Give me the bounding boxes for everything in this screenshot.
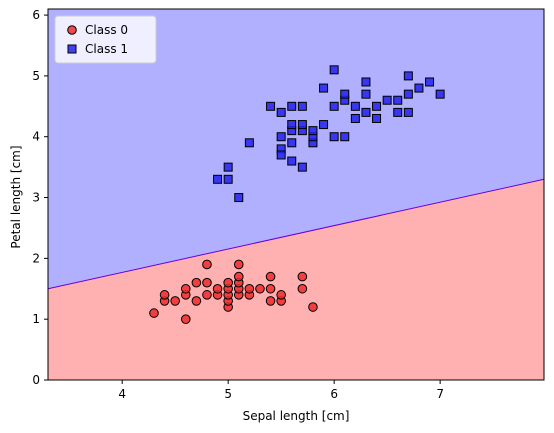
data-point-class-0 bbox=[265, 271, 276, 282]
x-tick-label: 7 bbox=[436, 387, 444, 401]
data-point-class-1 bbox=[297, 101, 307, 111]
data-point-class-1 bbox=[276, 150, 286, 160]
data-point-class-1 bbox=[329, 132, 339, 142]
x-tick-label: 6 bbox=[330, 387, 338, 401]
data-point-class-0 bbox=[223, 277, 233, 288]
data-point-class-1 bbox=[393, 107, 403, 117]
class-0-decision-region bbox=[48, 179, 544, 380]
data-point-class-0 bbox=[308, 302, 318, 312]
data-point-class-1 bbox=[425, 77, 435, 87]
data-point-class-1 bbox=[223, 174, 233, 184]
data-point-class-1 bbox=[350, 113, 360, 123]
y-tick-label: 1 bbox=[32, 312, 40, 326]
class-1-decision-region bbox=[48, 9, 544, 289]
plot-area bbox=[47, 9, 545, 380]
data-point-class-1 bbox=[361, 107, 371, 117]
series-1 bbox=[213, 65, 445, 203]
data-point-class-1 bbox=[350, 101, 360, 111]
data-point-class-1 bbox=[319, 120, 329, 130]
axes-border bbox=[47, 8, 545, 381]
data-point-class-1 bbox=[414, 83, 424, 93]
x-tick-label: 5 bbox=[224, 387, 232, 401]
y-tick-label: 6 bbox=[32, 8, 40, 22]
series-0 bbox=[149, 259, 318, 324]
data-point-class-0 bbox=[202, 277, 212, 288]
data-point-class-1 bbox=[361, 89, 371, 99]
data-point-class-1 bbox=[213, 174, 223, 184]
data-point-class-0 bbox=[255, 283, 265, 294]
data-point-class-1 bbox=[372, 101, 382, 111]
y-tick-label: 5 bbox=[32, 69, 40, 83]
data-point-class-1 bbox=[403, 89, 413, 99]
data-points bbox=[149, 65, 445, 324]
data-point-class-1 bbox=[234, 193, 244, 203]
data-point-class-1 bbox=[340, 132, 350, 142]
x-axis-ticks: 4 5 6 7 bbox=[118, 380, 444, 401]
data-point-class-0 bbox=[180, 314, 191, 324]
data-point-class-1 bbox=[372, 113, 382, 123]
data-point-class-0 bbox=[191, 296, 202, 306]
data-point-class-0 bbox=[159, 290, 170, 300]
data-point-class-0 bbox=[297, 283, 308, 294]
decision-boundary-line bbox=[47, 178, 545, 290]
y-axis-title: Petal length [cm] bbox=[9, 145, 23, 248]
legend-marker-class-0 bbox=[67, 25, 77, 35]
data-point-class-1 bbox=[276, 132, 286, 142]
data-point-class-1 bbox=[435, 89, 445, 99]
data-point-class-0 bbox=[276, 290, 286, 300]
data-point-class-1 bbox=[266, 101, 276, 111]
data-point-class-0 bbox=[202, 290, 212, 300]
data-point-class-0 bbox=[170, 296, 180, 306]
y-tick-label: 0 bbox=[32, 373, 40, 387]
legend-label-class-0: Class 0 bbox=[85, 23, 128, 37]
data-point-class-0 bbox=[149, 308, 159, 318]
data-point-class-0 bbox=[297, 271, 308, 282]
axes-frame bbox=[47, 8, 545, 381]
x-axis-title: Sepal length [cm] bbox=[243, 409, 350, 423]
data-point-class-1 bbox=[223, 162, 233, 172]
data-point-class-0 bbox=[212, 283, 223, 294]
data-point-class-1 bbox=[287, 120, 297, 130]
data-point-class-0 bbox=[191, 277, 202, 288]
data-point-class-1 bbox=[319, 83, 329, 93]
data-point-class-1 bbox=[287, 138, 297, 148]
data-point-class-1 bbox=[308, 126, 318, 136]
data-point-class-1 bbox=[329, 101, 339, 111]
x-tick-label: 4 bbox=[118, 387, 126, 401]
data-point-class-1 bbox=[287, 101, 297, 111]
y-tick-label: 2 bbox=[32, 251, 40, 265]
data-point-class-1 bbox=[329, 65, 339, 75]
data-point-class-1 bbox=[276, 107, 286, 117]
data-point-class-1 bbox=[297, 162, 307, 172]
data-point-class-0 bbox=[202, 259, 212, 270]
y-tick-label: 4 bbox=[32, 130, 40, 144]
legend-box bbox=[54, 15, 157, 64]
data-point-class-0 bbox=[233, 271, 244, 282]
y-tick-label: 3 bbox=[32, 191, 40, 205]
data-point-class-1 bbox=[403, 107, 413, 117]
data-point-class-1 bbox=[403, 71, 413, 81]
data-point-class-1 bbox=[393, 95, 403, 105]
data-point-class-1 bbox=[287, 156, 297, 166]
data-point-class-0 bbox=[180, 283, 191, 294]
data-point-class-0 bbox=[265, 283, 276, 294]
legend-label-class-1: Class 1 bbox=[85, 42, 128, 56]
data-point-class-0 bbox=[265, 296, 276, 306]
legend-marker-class-1 bbox=[67, 44, 77, 54]
data-point-class-1 bbox=[297, 120, 307, 130]
y-axis-ticks: 0 1 2 3 4 5 6 bbox=[32, 8, 48, 387]
data-point-class-1 bbox=[361, 77, 371, 87]
legend: Class 0 Class 1 bbox=[54, 15, 157, 64]
data-point-class-1 bbox=[244, 138, 254, 148]
data-point-class-0 bbox=[233, 259, 244, 270]
data-point-class-1 bbox=[382, 95, 392, 105]
data-point-class-0 bbox=[244, 283, 255, 294]
data-point-class-1 bbox=[340, 89, 350, 99]
